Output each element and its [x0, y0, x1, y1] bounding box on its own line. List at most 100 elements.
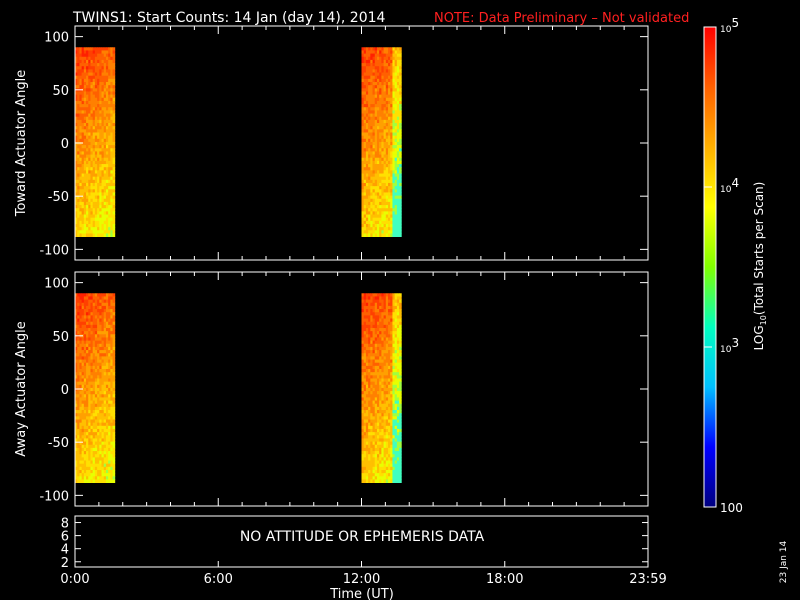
- heatmap-cell: [92, 179, 96, 184]
- heatmap-cell: [370, 100, 373, 105]
- heatmap-cell: [385, 201, 389, 206]
- heatmap-cell: [368, 113, 371, 118]
- heatmap-cell: [88, 129, 91, 133]
- heatmap-cell: [390, 422, 393, 427]
- heatmap-cell: [388, 154, 391, 159]
- heatmap-cell: [383, 141, 387, 146]
- heatmap-cell: [399, 129, 402, 133]
- heatmap-cell: [99, 198, 102, 203]
- heatmap-cell: [103, 334, 107, 338]
- heatmap-cell: [361, 365, 365, 370]
- heatmap-cell: [392, 387, 396, 392]
- heatmap-cell: [392, 227, 396, 231]
- heatmap-cell: [83, 425, 87, 430]
- heatmap-cell: [374, 359, 378, 364]
- heatmap-cell: [399, 350, 402, 354]
- heatmap-cell: [383, 428, 387, 433]
- heatmap-cell: [92, 369, 96, 373]
- heatmap-cell: [376, 138, 380, 143]
- heatmap-cell: [94, 321, 98, 326]
- heatmap-cell: [94, 233, 98, 237]
- heatmap-cell: [399, 318, 402, 323]
- heatmap-cell: [381, 230, 385, 234]
- heatmap-cell: [363, 63, 367, 67]
- heatmap-cell: [381, 167, 385, 171]
- heatmap-cell: [90, 141, 94, 146]
- heatmap-cell: [94, 451, 98, 455]
- heatmap-cell: [365, 116, 369, 121]
- heatmap-cell: [376, 182, 380, 187]
- heatmap-cell: [370, 88, 373, 92]
- heatmap-cell: [81, 233, 85, 237]
- heatmap-cell: [77, 123, 80, 127]
- heatmap-cell: [396, 107, 400, 111]
- heatmap-cell: [392, 141, 396, 146]
- heatmap-cell: [372, 75, 376, 80]
- heatmap-cell: [390, 81, 393, 86]
- heatmap-cell: [379, 110, 382, 114]
- heatmap-cell: [108, 365, 111, 370]
- heatmap-cell: [383, 479, 387, 483]
- heatmap-cell: [363, 372, 367, 376]
- heatmap-cell: [385, 476, 389, 480]
- heatmap-cell: [83, 138, 87, 143]
- heatmap-cell: [396, 220, 400, 225]
- heatmap-cell: [112, 479, 116, 483]
- heatmap-cell: [108, 56, 111, 61]
- heatmap-cell: [368, 473, 371, 477]
- heatmap-cell: [108, 81, 111, 86]
- heatmap-cell: [372, 384, 376, 389]
- heatmap-cell: [392, 100, 396, 105]
- heatmap-cell: [99, 410, 102, 414]
- heatmap-cell: [75, 296, 78, 300]
- heatmap-cell: [383, 59, 387, 64]
- heatmap-cell: [77, 416, 80, 420]
- heatmap-cell: [376, 192, 380, 196]
- heatmap-cell: [103, 91, 107, 96]
- heatmap-cell: [92, 167, 96, 171]
- heatmap-cell: [92, 432, 96, 436]
- heatmap-cell: [383, 104, 387, 108]
- heatmap-cell: [370, 384, 373, 389]
- heatmap-cell: [94, 148, 98, 152]
- heatmap-cell: [75, 331, 78, 335]
- heatmap-cell: [365, 230, 369, 234]
- heatmap-cell: [383, 63, 387, 67]
- heatmap-cell: [99, 378, 102, 383]
- heatmap-cell: [385, 302, 389, 307]
- heatmap-cell: [81, 460, 85, 465]
- heatmap-cell: [363, 113, 367, 118]
- heatmap-cell: [108, 94, 111, 99]
- heatmap-cell: [92, 53, 96, 58]
- heatmap-cell: [97, 447, 100, 452]
- heatmap-cell: [372, 104, 376, 108]
- heatmap-cell: [88, 350, 91, 354]
- heatmap-cell: [368, 441, 371, 446]
- heatmap-cell: [390, 394, 393, 398]
- heatmap-cell: [86, 88, 89, 92]
- heatmap-cell: [394, 447, 398, 452]
- heatmap-cell: [110, 343, 113, 348]
- heatmap-cell: [381, 201, 385, 206]
- heatmap-cell: [92, 324, 96, 329]
- ephemeris-message: NO ATTITUDE OR EPHEMERIS DATA: [240, 529, 485, 545]
- heatmap-cell: [94, 198, 98, 203]
- heatmap-cell: [94, 416, 98, 420]
- heatmap-cell: [94, 151, 98, 155]
- heatmap-cell: [388, 85, 391, 89]
- heatmap-cell: [368, 157, 371, 162]
- heatmap-cell: [86, 413, 89, 417]
- heatmap-cell: [97, 324, 100, 329]
- heatmap-cell: [381, 346, 385, 351]
- heatmap-cell: [77, 324, 80, 329]
- heatmap-cell: [383, 375, 387, 379]
- heatmap-cell: [399, 217, 402, 222]
- heatmap-cell: [97, 91, 100, 96]
- heatmap-cell: [361, 189, 365, 193]
- heatmap-cell: [381, 406, 385, 411]
- heatmap-cell: [103, 479, 107, 483]
- heatmap-cell: [81, 132, 85, 137]
- heatmap-cell: [90, 394, 94, 398]
- heatmap-cell: [379, 205, 382, 209]
- heatmap-cell: [376, 97, 380, 102]
